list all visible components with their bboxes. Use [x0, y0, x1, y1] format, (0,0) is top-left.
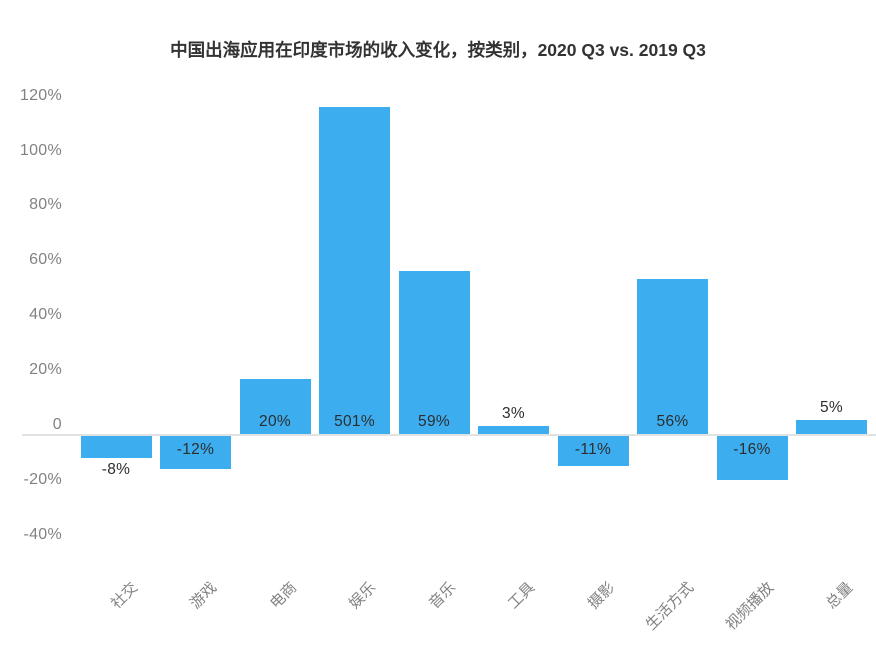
bar-value-label: 3% [501, 404, 525, 422]
bar-value-label: 501% [334, 413, 375, 430]
bar-value-label: 20% [259, 413, 291, 430]
y-tick-label: -40% [23, 525, 62, 543]
bar[interactable] [796, 420, 867, 434]
y-tick-label: 40% [29, 306, 62, 324]
chart-title: 中国出海应用在印度市场的收入变化，按类别，2020 Q3 vs. 2019 Q3 [170, 40, 706, 60]
x-axis-label: 电商 [266, 579, 301, 613]
bar[interactable] [160, 436, 231, 470]
x-axis-label: 工具 [505, 579, 539, 613]
y-tick-label: 100% [19, 141, 62, 159]
x-axis-label: 总量 [823, 579, 857, 613]
x-axis-label: 视频播放 [722, 579, 778, 634]
bar-value-label: -8% [101, 461, 131, 479]
x-axis-label: 娱乐 [346, 579, 380, 613]
bar-value-label: 59% [418, 413, 450, 430]
x-axis-label: 生活方式 [643, 579, 698, 634]
bar-value-label: -16% [733, 441, 771, 458]
bar[interactable] [716, 436, 788, 481]
bar[interactable] [557, 436, 629, 467]
y-tick-label: 0 [52, 416, 62, 433]
bar-value-label: -11% [574, 441, 612, 458]
x-axis-label: 音乐 [425, 579, 460, 613]
bar[interactable] [239, 378, 311, 434]
x-axis-label: 社交 [107, 579, 142, 613]
y-tick-label: -20% [23, 470, 62, 488]
zero-baseline [22, 434, 876, 436]
y-tick-label: 60% [29, 251, 62, 269]
bar-value-label: -12% [176, 441, 215, 458]
bar-value-label: 56% [656, 413, 689, 430]
bar[interactable] [478, 425, 549, 434]
x-axis-label: 摄影 [584, 579, 619, 613]
bar-value-label: 5% [819, 399, 843, 417]
y-tick-label: 120% [19, 86, 62, 104]
bar[interactable] [319, 106, 390, 434]
bar[interactable] [80, 436, 152, 459]
x-axis-label: 游戏 [187, 579, 221, 613]
bar[interactable] [398, 271, 470, 434]
y-tick-label: 20% [29, 361, 62, 379]
bar[interactable] [637, 279, 708, 434]
y-tick-label: 80% [29, 196, 62, 214]
